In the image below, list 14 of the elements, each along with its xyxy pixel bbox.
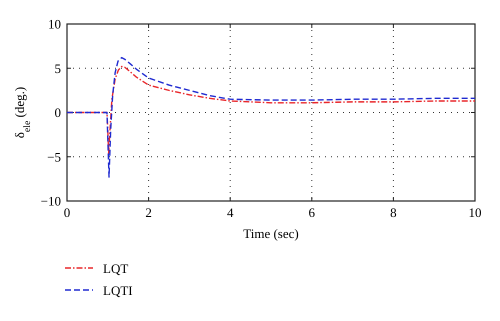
x-axis-title: Time (sec) xyxy=(243,226,299,241)
x-tick-label: 8 xyxy=(390,205,397,220)
x-tick-label: 10 xyxy=(468,205,482,220)
x-tick-label: 4 xyxy=(226,205,234,220)
line-series xyxy=(66,56,476,178)
y-tick-label: −5 xyxy=(47,149,61,164)
y-tick-label: 5 xyxy=(54,60,61,76)
y-tick-label: 10 xyxy=(48,16,61,32)
x-tick-label: 6 xyxy=(308,205,316,220)
y-tick-label: 0 xyxy=(54,105,61,120)
y-tick-label: −10 xyxy=(40,194,61,208)
x-tick-label: 2 xyxy=(145,205,152,220)
legend-label: LQTI xyxy=(103,283,133,298)
legend-label: LQT xyxy=(103,261,128,276)
